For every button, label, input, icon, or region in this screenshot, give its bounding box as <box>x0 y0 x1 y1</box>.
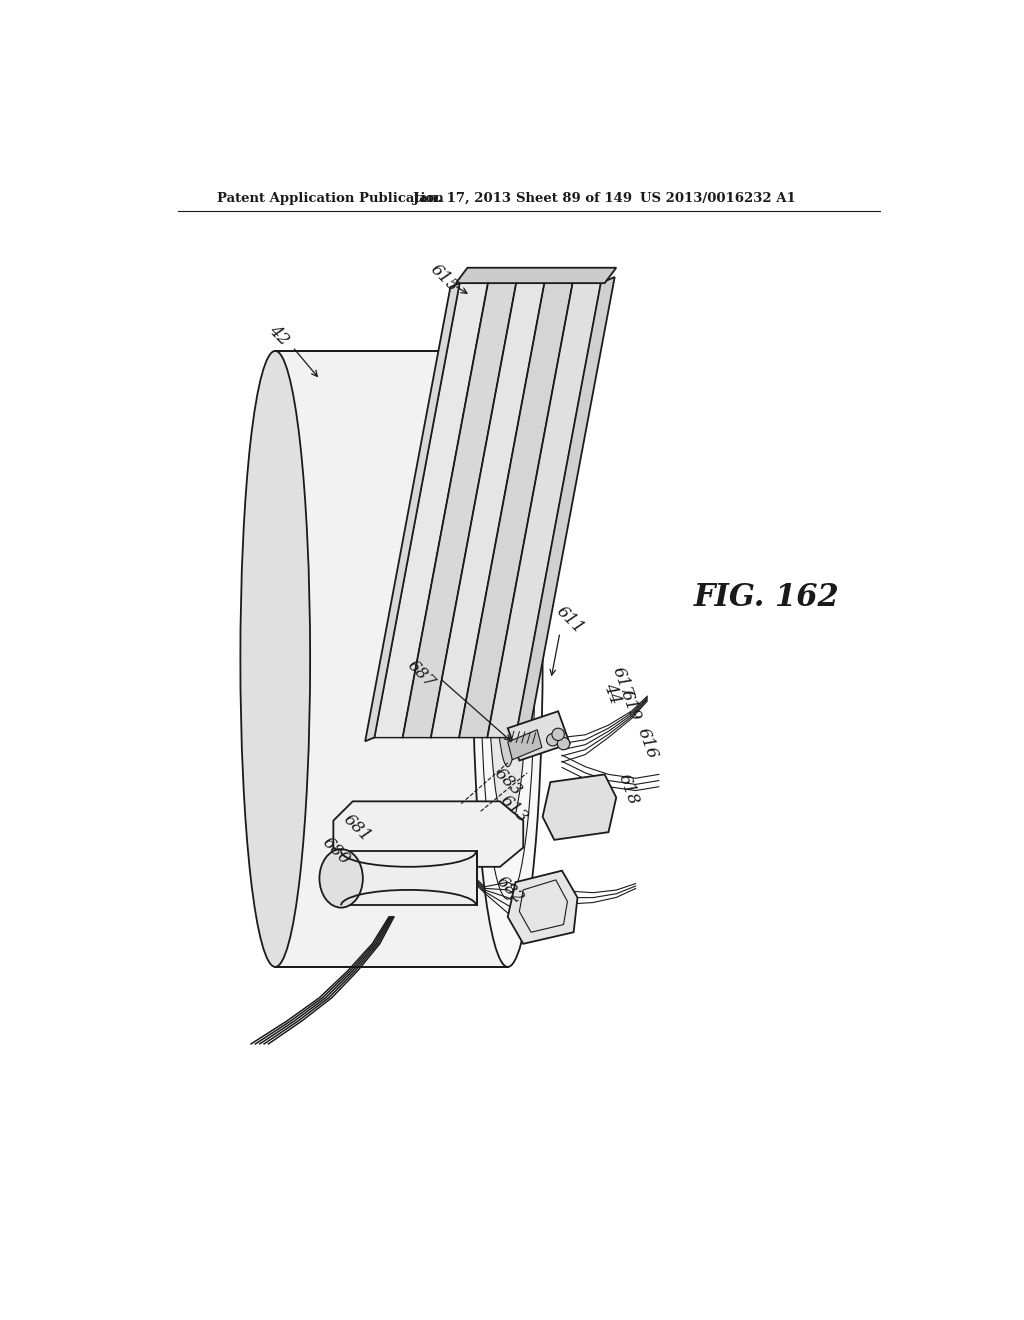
Polygon shape <box>275 351 508 966</box>
Polygon shape <box>456 268 616 284</box>
Ellipse shape <box>488 490 527 829</box>
Ellipse shape <box>319 849 362 908</box>
Polygon shape <box>508 871 578 944</box>
Text: Jan. 17, 2013: Jan. 17, 2013 <box>414 191 511 205</box>
Polygon shape <box>375 284 601 738</box>
Text: 682: 682 <box>493 873 527 907</box>
Polygon shape <box>543 775 616 840</box>
Polygon shape <box>334 801 523 867</box>
Polygon shape <box>366 284 460 742</box>
Polygon shape <box>459 284 572 738</box>
Polygon shape <box>508 730 542 760</box>
Text: 617: 617 <box>609 664 636 700</box>
Circle shape <box>552 729 564 741</box>
Text: 44: 44 <box>601 681 624 706</box>
Text: 611: 611 <box>553 603 587 638</box>
Polygon shape <box>431 284 545 738</box>
Text: 615: 615 <box>427 260 462 296</box>
Text: 687: 687 <box>403 657 438 692</box>
Text: 616: 616 <box>634 726 660 762</box>
Ellipse shape <box>241 351 310 968</box>
Polygon shape <box>508 711 569 760</box>
Ellipse shape <box>502 603 514 714</box>
Text: 683: 683 <box>490 764 525 800</box>
Text: 681: 681 <box>339 810 374 846</box>
Polygon shape <box>487 284 601 738</box>
Text: FIG. 162: FIG. 162 <box>693 582 840 612</box>
Circle shape <box>547 734 559 746</box>
Ellipse shape <box>505 635 511 684</box>
Polygon shape <box>375 284 487 738</box>
Text: US 2013/0016232 A1: US 2013/0016232 A1 <box>640 191 796 205</box>
Text: 680: 680 <box>318 834 353 869</box>
Text: Sheet 89 of 149: Sheet 89 of 149 <box>515 191 632 205</box>
Text: 619: 619 <box>616 688 644 723</box>
Ellipse shape <box>496 552 520 767</box>
Circle shape <box>557 738 569 750</box>
Text: 618: 618 <box>614 772 641 808</box>
Polygon shape <box>402 284 516 738</box>
Polygon shape <box>341 851 477 906</box>
Ellipse shape <box>473 351 543 968</box>
Text: 613: 613 <box>497 792 531 826</box>
Text: Patent Application Publication: Patent Application Publication <box>217 191 443 205</box>
Text: 42: 42 <box>265 322 293 348</box>
Polygon shape <box>515 277 614 738</box>
